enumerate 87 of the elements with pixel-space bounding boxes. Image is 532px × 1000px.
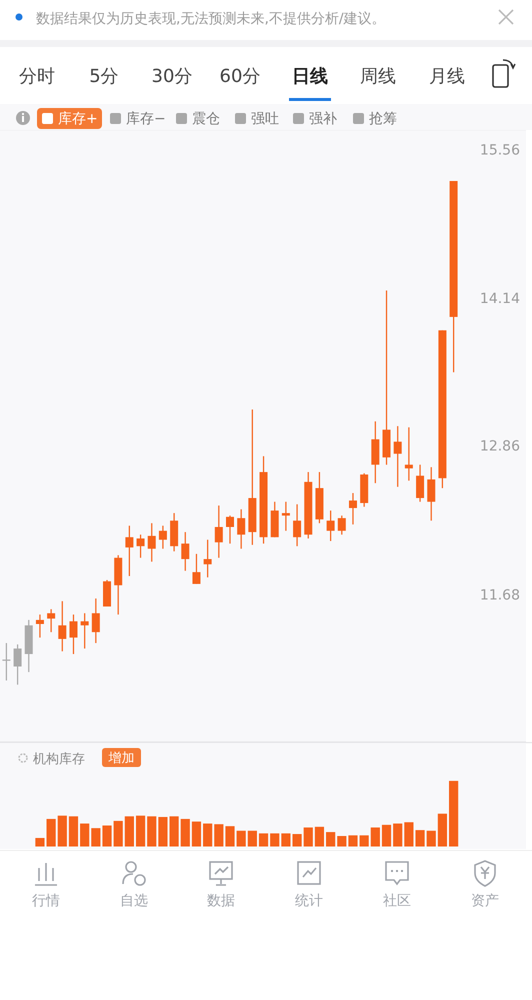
bar — [438, 814, 448, 846]
candlestick — [148, 522, 156, 562]
candlestick — [69, 614, 78, 655]
bar — [68, 816, 78, 846]
chart-title: 机构库存 — [33, 752, 85, 767]
text: 月线 — [429, 66, 465, 87]
candlestick — [80, 612, 89, 650]
candlestick — [226, 514, 234, 544]
bar — [304, 827, 313, 846]
bar — [192, 822, 202, 846]
candlestick — [348, 492, 357, 526]
candlestick — [58, 600, 66, 652]
text: 数据结果仅为历史表现,无法预测未来,不提供分析/建议。 — [36, 11, 386, 27]
bar — [58, 816, 67, 846]
bar — [281, 833, 290, 846]
bar — [136, 816, 146, 846]
bar — [170, 816, 179, 846]
candlestick — [125, 525, 134, 577]
candlestick — [158, 525, 167, 550]
text: 5分 — [89, 66, 119, 87]
bar — [404, 822, 414, 846]
bar — [337, 836, 346, 846]
text: 强补 — [309, 111, 337, 127]
bar — [102, 826, 112, 846]
text: 行情 — [32, 893, 60, 909]
bar — [124, 816, 134, 846]
bar — [314, 826, 324, 846]
text: 强吐 — [251, 111, 279, 127]
bar — [35, 838, 45, 846]
candlestick — [404, 426, 413, 482]
bar — [248, 830, 257, 846]
candlestick — [282, 501, 290, 532]
candlestick — [181, 531, 190, 572]
candlestick — [204, 539, 212, 578]
bar — [147, 816, 156, 846]
text: 震仓 — [192, 111, 220, 127]
text: 统计 — [295, 893, 323, 909]
candlestick — [427, 466, 436, 522]
bar — [225, 826, 235, 846]
bar — [236, 830, 246, 846]
candlestick — [92, 598, 100, 644]
text: 库存+ — [58, 111, 98, 127]
candlestick — [192, 553, 200, 585]
bar — [258, 833, 268, 846]
bar — [348, 835, 358, 846]
bar — [292, 834, 302, 846]
y-tick-label: 12.86 — [480, 438, 520, 454]
candlestick — [136, 534, 145, 558]
bar — [326, 832, 336, 846]
text: 自选 — [120, 893, 148, 909]
candlestick — [326, 510, 335, 542]
candlestick — [14, 644, 22, 686]
bar — [382, 824, 392, 846]
bar — [393, 824, 402, 846]
candlestick — [47, 608, 56, 633]
text: 周线 — [360, 66, 396, 87]
y-tick-label: 15.56 — [480, 142, 520, 159]
candlestick — [237, 508, 246, 550]
bar — [203, 824, 212, 846]
bar — [158, 816, 168, 846]
candlestick — [394, 426, 402, 488]
y-tick-label: 14.14 — [480, 291, 520, 308]
bar — [449, 780, 458, 846]
text: 分时 — [19, 66, 55, 87]
text: 增加 — [108, 751, 134, 766]
text: 社区 — [383, 893, 411, 909]
bar — [214, 824, 224, 846]
candlestick — [338, 514, 346, 536]
bar — [114, 820, 123, 846]
text: 日线 — [292, 66, 328, 87]
bar — [46, 818, 56, 846]
text: 库存− — [126, 111, 166, 127]
text: 资产 — [471, 893, 499, 909]
bar — [270, 833, 280, 846]
candlestick — [214, 504, 223, 558]
candlestick — [2, 642, 10, 682]
text: 30分 — [152, 66, 192, 87]
text: 数据 — [207, 893, 235, 909]
y-tick-label: 11.68 — [480, 588, 520, 604]
bar — [180, 818, 190, 846]
candlestick — [36, 614, 44, 638]
candlestick — [416, 464, 424, 502]
bar — [426, 830, 436, 846]
text: 60分 — [220, 66, 260, 87]
candlestick — [293, 504, 302, 547]
text: 抢筹 — [369, 111, 397, 127]
bar — [415, 830, 425, 846]
